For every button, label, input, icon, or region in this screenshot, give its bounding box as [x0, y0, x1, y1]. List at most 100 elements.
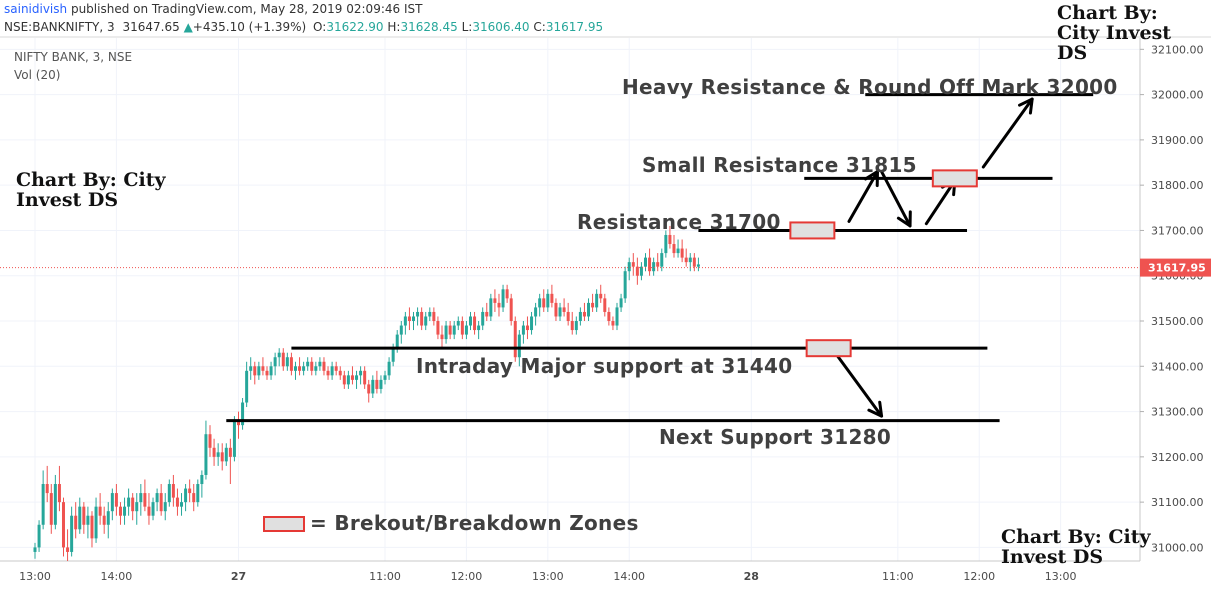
candle-body: [33, 547, 37, 552]
price-tick-label: 31700.00: [1151, 224, 1204, 237]
volume-label: Vol (20): [14, 68, 61, 82]
low-value: 31606.40: [472, 20, 530, 34]
open-label: O:: [313, 20, 327, 34]
candle-body: [265, 370, 269, 376]
author-link[interactable]: sainidivish: [4, 2, 68, 16]
candle-body: [188, 488, 192, 494]
candle-body: [196, 484, 200, 503]
candle-body: [232, 420, 236, 457]
candle-body: [513, 321, 517, 358]
candle-body: [403, 316, 407, 326]
close-label: C:: [533, 20, 546, 34]
candle-body: [53, 484, 57, 525]
candle-body: [375, 379, 379, 389]
candle-body: [293, 366, 297, 371]
candle-body: [383, 375, 387, 380]
candle-body: [289, 357, 293, 371]
candle-body: [644, 257, 647, 267]
candle-body: [416, 311, 420, 317]
candle-body: [90, 515, 94, 539]
candle-body: [440, 334, 444, 340]
candle-body: [460, 321, 464, 335]
candle-body: [363, 370, 367, 385]
time-tick-label: 11:00: [369, 570, 401, 583]
candle-body: [216, 452, 220, 457]
candle-body: [420, 311, 424, 326]
candle-body: [631, 262, 635, 267]
candle-body: [680, 248, 684, 258]
candle-body: [652, 262, 656, 272]
candle-body: [574, 321, 578, 331]
candle-body: [167, 484, 171, 503]
price-tick-label: 31500.00: [1151, 315, 1204, 328]
candle-body: [595, 293, 599, 308]
time-axis: 13:00 14:00 27 11:00 12:00 13:00 14:00 28 11:00 1…: [19, 570, 1076, 583]
candle-body: [281, 352, 285, 367]
candle-body: [318, 361, 322, 367]
time-tick-label: 13:00: [532, 570, 564, 583]
candle-body: [338, 370, 342, 376]
candle-body: [371, 379, 375, 394]
candle-body: [200, 474, 204, 485]
candle-body: [591, 302, 595, 308]
candle-body: [204, 434, 208, 475]
open-value: 31622.90: [326, 20, 384, 34]
candle-body: [110, 493, 114, 512]
breakout-zone-box: [789, 221, 836, 240]
candle-body: [285, 357, 289, 367]
candle-body: [656, 262, 660, 267]
candle-body: [326, 370, 330, 376]
trend-arrows: [835, 97, 1034, 418]
candle-body: [684, 257, 688, 263]
candle-body: [355, 375, 359, 380]
candle-body: [668, 234, 672, 245]
candle-body: [432, 311, 436, 322]
candles: [33, 225, 700, 561]
candle-body: [566, 311, 570, 322]
candle-body: [497, 302, 501, 308]
annotation-resistance: Resistance 31700: [577, 210, 781, 234]
watermark-top-right: Chart By: City Invest DS: [1057, 2, 1172, 64]
candle-body: [648, 257, 652, 272]
candle-body: [660, 253, 664, 267]
candle-body: [570, 321, 574, 331]
legend-label: = Brekout/Breakdown Zones: [310, 511, 639, 535]
candle-body: [334, 366, 338, 371]
price-tick-label: 31900.00: [1151, 134, 1204, 147]
annotation-next-support: Next Support 31280: [659, 425, 892, 449]
candle-body: [346, 375, 350, 385]
candle-body: [41, 484, 45, 525]
candle-body: [505, 289, 509, 299]
candle-body: [599, 293, 603, 299]
candle-body: [452, 325, 456, 335]
candle-body: [456, 321, 460, 326]
candle-body: [558, 307, 562, 317]
candle-body: [212, 447, 216, 457]
candle-body: [131, 497, 135, 512]
candle-body: [302, 366, 306, 371]
candle-body: [672, 244, 676, 254]
price-tick-label: 31300.00: [1151, 406, 1204, 419]
candle-body: [395, 334, 399, 349]
candle-body: [49, 493, 53, 525]
candle-body: [407, 316, 411, 322]
candle-body: [493, 298, 497, 303]
arrow-head: [867, 400, 884, 418]
candle-body: [481, 311, 485, 326]
watermark-bottom-right: Chart By: City Invest DS: [1001, 526, 1151, 568]
candle-body: [114, 493, 118, 507]
candle-body: [367, 384, 371, 394]
price-tick-label: 31100.00: [1151, 496, 1204, 509]
last-price-line: 31617.95: [0, 258, 1211, 277]
candle-body: [123, 506, 127, 516]
candle-body: [74, 515, 78, 530]
candle-body: [525, 325, 529, 331]
annotation-small-resistance: Small Resistance 31815: [642, 153, 917, 177]
candle-body: [342, 375, 346, 385]
arrow-shaft: [880, 170, 912, 228]
candle-body: [550, 293, 554, 303]
candle-body: [517, 334, 521, 358]
candle-body: [208, 434, 212, 448]
publish-info: published on TradingView.com, May 28, 20…: [70, 2, 423, 16]
